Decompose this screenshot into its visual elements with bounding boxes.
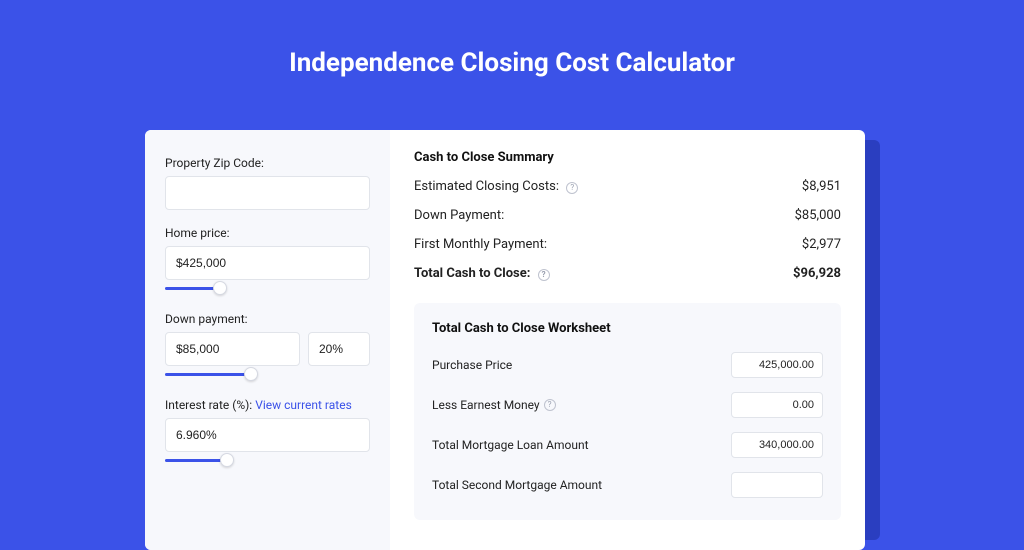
- summary-total-label-wrap: Total Cash to Close: ?: [414, 266, 550, 281]
- worksheet-title: Total Cash to Close Worksheet: [432, 321, 823, 336]
- home-price-input[interactable]: [165, 246, 370, 280]
- summary-row-label-wrap: Down Payment:: [414, 208, 504, 223]
- results-panel: Cash to Close Summary Estimated Closing …: [390, 130, 865, 550]
- summary-row-label: First Monthly Payment:: [414, 237, 547, 252]
- zip-label: Property Zip Code:: [165, 156, 370, 170]
- slider-thumb[interactable]: [220, 453, 234, 467]
- summary-row: Estimated Closing Costs: ? $8,951: [414, 179, 841, 194]
- summary-row: Down Payment: $85,000: [414, 208, 841, 223]
- summary-row-label-wrap: First Monthly Payment:: [414, 237, 547, 252]
- summary-row-value: $2,977: [802, 237, 841, 252]
- worksheet-row-label: Total Second Mortgage Amount: [432, 478, 602, 492]
- summary-total-value: $96,928: [793, 266, 841, 281]
- interest-rate-field: Interest rate (%): View current rates: [165, 398, 370, 468]
- slider-track: [165, 373, 251, 376]
- summary-rows: Estimated Closing Costs: ? $8,951 Down Pay…: [414, 179, 841, 252]
- worksheet-row: Purchase Price: [432, 352, 823, 378]
- page-title: Independence Closing Cost Calculator: [0, 0, 1024, 102]
- slider-track: [165, 459, 227, 462]
- help-icon[interactable]: ?: [538, 269, 550, 281]
- worksheet-row-input[interactable]: [731, 392, 823, 418]
- down-payment-pct-input[interactable]: [308, 332, 370, 366]
- slider-track: [165, 287, 220, 290]
- summary-total-row: Total Cash to Close: ? $96,928: [414, 266, 841, 281]
- summary-row: First Monthly Payment: $2,977: [414, 237, 841, 252]
- down-payment-field: Down payment:: [165, 312, 370, 382]
- worksheet-row-input[interactable]: [731, 472, 823, 498]
- worksheet-row: Total Mortgage Loan Amount: [432, 432, 823, 458]
- help-icon[interactable]: ?: [544, 399, 556, 411]
- home-price-field: Home price:: [165, 226, 370, 296]
- summary-total-label: Total Cash to Close:: [414, 266, 530, 281]
- worksheet-row-label-wrap: Less Earnest Money ?: [432, 398, 556, 412]
- worksheet-row-label-wrap: Total Second Mortgage Amount: [432, 478, 602, 492]
- interest-rate-label: Interest rate (%): View current rates: [165, 398, 370, 412]
- slider-thumb[interactable]: [213, 281, 227, 295]
- summary-title: Cash to Close Summary: [414, 150, 841, 165]
- interest-rate-input[interactable]: [165, 418, 370, 452]
- worksheet-row-input[interactable]: [731, 352, 823, 378]
- worksheet-row-label-wrap: Purchase Price: [432, 358, 512, 372]
- worksheet-row: Total Second Mortgage Amount: [432, 472, 823, 498]
- inputs-panel: Property Zip Code: Home price: Down paym…: [145, 130, 390, 550]
- summary-row-label-wrap: Estimated Closing Costs: ?: [414, 179, 578, 194]
- zip-field: Property Zip Code:: [165, 156, 370, 210]
- worksheet-row-label: Purchase Price: [432, 358, 512, 372]
- slider-thumb[interactable]: [244, 367, 258, 381]
- worksheet-row-input[interactable]: [731, 432, 823, 458]
- down-payment-slider[interactable]: [165, 368, 370, 382]
- view-rates-link[interactable]: View current rates: [255, 398, 352, 412]
- interest-rate-slider[interactable]: [165, 454, 370, 468]
- summary-row-label: Down Payment:: [414, 208, 504, 223]
- summary-row-value: $8,951: [802, 179, 841, 194]
- down-payment-label: Down payment:: [165, 312, 370, 326]
- down-payment-input[interactable]: [165, 332, 300, 366]
- home-price-label: Home price:: [165, 226, 370, 240]
- zip-input[interactable]: [165, 176, 370, 210]
- help-icon[interactable]: ?: [566, 182, 578, 194]
- worksheet-rows: Purchase Price Less Earnest Money ? Total …: [432, 352, 823, 498]
- summary-row-value: $85,000: [795, 208, 841, 223]
- home-price-slider[interactable]: [165, 282, 370, 296]
- interest-rate-label-text: Interest rate (%):: [165, 398, 255, 412]
- worksheet-row-label-wrap: Total Mortgage Loan Amount: [432, 438, 589, 452]
- worksheet-row-label: Less Earnest Money: [432, 398, 540, 412]
- worksheet-row: Less Earnest Money ?: [432, 392, 823, 418]
- calculator-card: Property Zip Code: Home price: Down paym…: [145, 130, 865, 550]
- worksheet-panel: Total Cash to Close Worksheet Purchase P…: [414, 303, 841, 520]
- worksheet-row-label: Total Mortgage Loan Amount: [432, 438, 589, 452]
- summary-row-label: Estimated Closing Costs:: [414, 179, 559, 194]
